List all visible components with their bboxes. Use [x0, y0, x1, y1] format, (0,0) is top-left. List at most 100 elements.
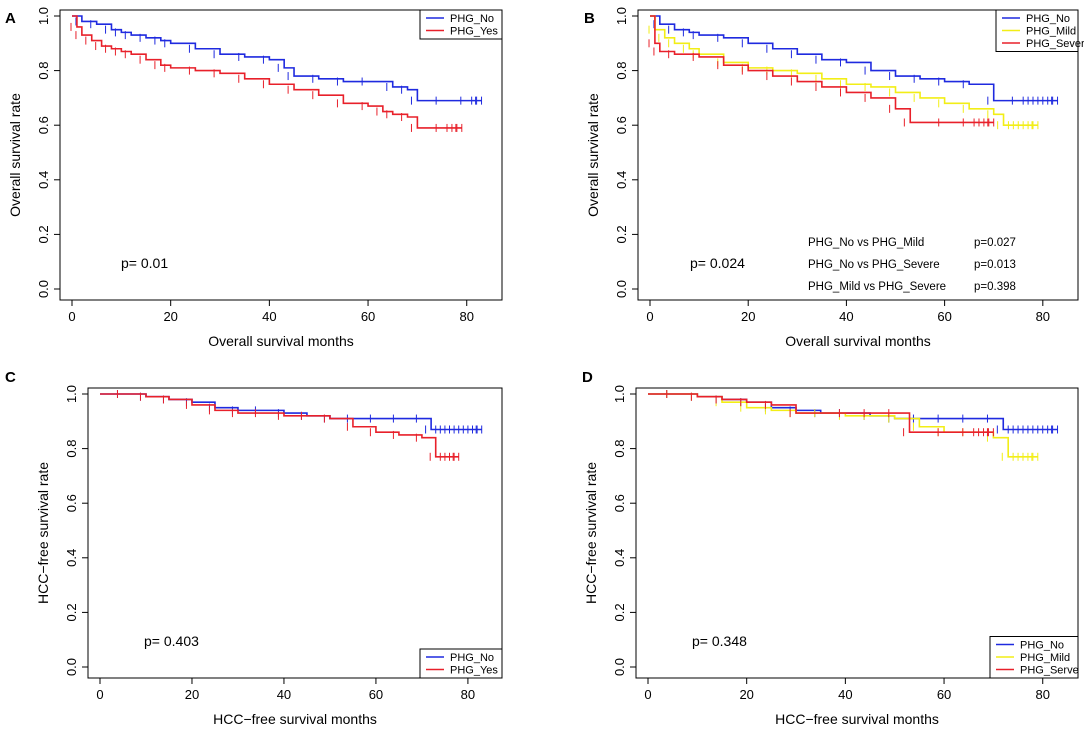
x-tick-label: 0 [96, 687, 103, 702]
series-line-phg-no [100, 393, 482, 431]
series-line-phg-yes [100, 393, 459, 458]
legend-label: PHG_Mild [1026, 26, 1076, 38]
x-axis-label: Overall survival months [785, 333, 931, 349]
plot-frame [637, 9, 1079, 301]
series-line-phg-severe [650, 15, 994, 124]
y-tick-label: 0.4 [36, 171, 51, 189]
p-value-annotation: p= 0.403 [144, 633, 199, 649]
legend-label: PHG_Serve [1020, 665, 1079, 677]
y-axis-label: Overall survival rate [7, 93, 23, 217]
x-tick-label: 80 [459, 309, 473, 324]
y-tick-label: 0.2 [64, 603, 79, 621]
p-value-annotation: p= 0.01 [121, 255, 168, 271]
y-tick-label: 0.4 [612, 549, 627, 567]
y-tick-label: 0.6 [612, 494, 627, 512]
y-tick-label: 0.2 [614, 225, 629, 243]
legend-label: PHG_No [450, 652, 494, 664]
y-tick-label: 1.0 [36, 7, 51, 25]
x-tick-label: 60 [361, 309, 375, 324]
x-axis-label: HCC−free survival months [775, 711, 939, 727]
legend-box [419, 648, 503, 679]
series-line-phg-no [650, 15, 1058, 102]
x-tick-label: 40 [838, 687, 852, 702]
panel-c: C 0 20 40 60 80 0.0 0.2 0.4 0.6 0.8 1.0 HCC−free sur… [5, 369, 503, 727]
comparison-label: PHG_No vs PHG_Severe [808, 259, 940, 271]
y-tick-label: 1.0 [612, 385, 627, 403]
plot-frame [59, 9, 503, 301]
plot-frame [635, 387, 1079, 679]
x-tick-label: 20 [185, 687, 199, 702]
x-tick-label: 40 [262, 309, 276, 324]
legend-label: PHG_Yes [450, 665, 498, 677]
comparison-p-value: p=0.398 [974, 281, 1016, 293]
x-tick-label: 80 [1036, 309, 1050, 324]
series-line-phg-no [72, 15, 482, 102]
panel-a: A 0 20 40 60 80 0.0 0.2 0.4 0.6 0.8 1.0 Overall surv… [5, 7, 503, 349]
x-tick-label: 0 [646, 309, 653, 324]
x-tick-label: 80 [461, 687, 475, 702]
series-line-phg-no [648, 393, 1058, 431]
series-line-phg-yes [72, 15, 462, 129]
p-value-annotation: p= 0.024 [690, 255, 745, 271]
panel-letter-a: A [5, 10, 16, 27]
y-tick-label: 0.6 [614, 116, 629, 134]
y-tick-label: 0.0 [64, 658, 79, 676]
y-tick-label: 0.0 [36, 280, 51, 298]
legend-label: PHG_Mild [1020, 652, 1070, 664]
series-line-phg-serve [648, 393, 994, 434]
panel-letter-c: C [5, 369, 16, 386]
y-axis-label: Overall survival rate [585, 93, 601, 217]
legend-label: PHG_Severe [1026, 38, 1084, 50]
x-tick-label: 60 [937, 687, 951, 702]
x-tick-label: 80 [1035, 687, 1049, 702]
legend-label: PHG_No [1026, 13, 1070, 25]
y-axis-label: HCC−free survival rate [583, 462, 599, 604]
y-tick-label: 0.6 [36, 116, 51, 134]
plot-frame [87, 387, 503, 679]
y-tick-label: 0.2 [612, 603, 627, 621]
comparison-label: PHG_No vs PHG_Mild [808, 237, 924, 249]
panel-letter-d: D [582, 369, 593, 386]
y-tick-label: 0.8 [36, 62, 51, 80]
y-tick-label: 1.0 [64, 385, 79, 403]
x-tick-label: 40 [277, 687, 291, 702]
x-tick-label: 0 [68, 309, 75, 324]
comparison-p-value: p=0.013 [974, 259, 1016, 271]
x-axis-label: HCC−free survival months [213, 711, 377, 727]
comparison-p-value: p=0.027 [974, 237, 1016, 249]
x-tick-label: 0 [644, 687, 651, 702]
y-tick-label: 0.4 [64, 549, 79, 567]
series-line-phg-mild [648, 393, 1038, 458]
x-tick-label: 20 [163, 309, 177, 324]
x-axis-label: Overall survival months [208, 333, 354, 349]
series-line-phg-mild [650, 15, 1038, 126]
y-tick-label: 1.0 [614, 7, 629, 25]
x-tick-label: 20 [739, 687, 753, 702]
y-tick-label: 0.8 [612, 440, 627, 458]
y-tick-label: 0.0 [614, 280, 629, 298]
y-tick-label: 0.0 [612, 658, 627, 676]
legend-label: PHG_Yes [450, 26, 498, 38]
y-tick-label: 0.4 [614, 171, 629, 189]
y-axis-label: HCC−free survival rate [35, 462, 51, 604]
p-value-annotation: p= 0.348 [692, 633, 747, 649]
x-tick-label: 60 [937, 309, 951, 324]
y-tick-label: 0.6 [64, 494, 79, 512]
x-tick-label: 60 [369, 687, 383, 702]
x-tick-label: 40 [839, 309, 853, 324]
panel-b: B 0 20 40 60 80 0.0 0.2 0.4 0.6 0.8 1.0 Overall surv… [584, 7, 1084, 349]
legend-label: PHG_No [450, 13, 494, 25]
panel-letter-b: B [584, 10, 595, 27]
y-tick-label: 0.8 [614, 62, 629, 80]
legend-box [419, 9, 503, 40]
x-tick-label: 20 [741, 309, 755, 324]
y-tick-label: 0.8 [64, 440, 79, 458]
panel-d: D 0 20 40 60 80 0.0 0.2 0.4 0.6 0.8 1.0 HCC−free sur… [582, 369, 1079, 727]
comparison-label: PHG_Mild vs PHG_Severe [808, 281, 946, 293]
y-tick-label: 0.2 [36, 225, 51, 243]
